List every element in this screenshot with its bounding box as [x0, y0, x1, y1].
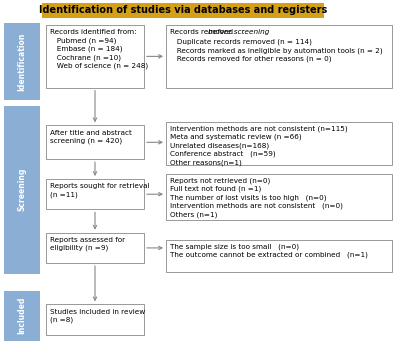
Text: Records removed: Records removed — [170, 29, 235, 35]
Text: Screening: Screening — [18, 168, 26, 212]
Text: Intervention methods are not consistent (n=115)
Meta and systematic review (n =6: Intervention methods are not consistent … — [170, 125, 348, 166]
Text: Reports not retrieved (n=0)
Full text not found (n =1)
The number of lost visits: Reports not retrieved (n=0) Full text no… — [170, 177, 343, 218]
Bar — [166, 25, 392, 88]
Text: before screening: before screening — [208, 29, 270, 35]
Bar — [166, 174, 392, 220]
Text: Reports assessed for
eligibility (n =9): Reports assessed for eligibility (n =9) — [50, 237, 125, 252]
Text: Records identified from:
   Pubmed (n =94)
   Embase (n = 184)
   Cochrane (n =1: Records identified from: Pubmed (n =94) … — [50, 29, 148, 69]
Bar — [46, 179, 144, 209]
Text: Identification: Identification — [18, 33, 26, 91]
Bar — [166, 240, 392, 272]
Bar — [46, 125, 144, 159]
Bar — [46, 304, 144, 335]
Text: Duplicate records removed (n = 114)
   Records marked as ineligible by automatio: Duplicate records removed (n = 114) Reco… — [170, 39, 383, 62]
Text: The sample size is too small   (n=0)
The outcome cannot be extracted or combined: The sample size is too small (n=0) The o… — [170, 243, 368, 258]
Bar — [4, 106, 40, 274]
Bar — [166, 122, 392, 165]
Bar — [46, 233, 144, 263]
Text: After title and abstract
screening (n = 420): After title and abstract screening (n = … — [50, 130, 132, 144]
Bar — [4, 291, 40, 341]
Text: Identification of studies via databases and registers: Identification of studies via databases … — [39, 5, 327, 15]
Bar — [4, 23, 40, 100]
Text: Included: Included — [18, 297, 26, 334]
Bar — [42, 3, 324, 18]
Bar — [46, 25, 144, 88]
Text: :: : — [241, 29, 244, 35]
Text: Reports sought for retrieval
(n =11): Reports sought for retrieval (n =11) — [50, 183, 150, 198]
Text: Studies included in review
(n =8): Studies included in review (n =8) — [50, 309, 145, 323]
